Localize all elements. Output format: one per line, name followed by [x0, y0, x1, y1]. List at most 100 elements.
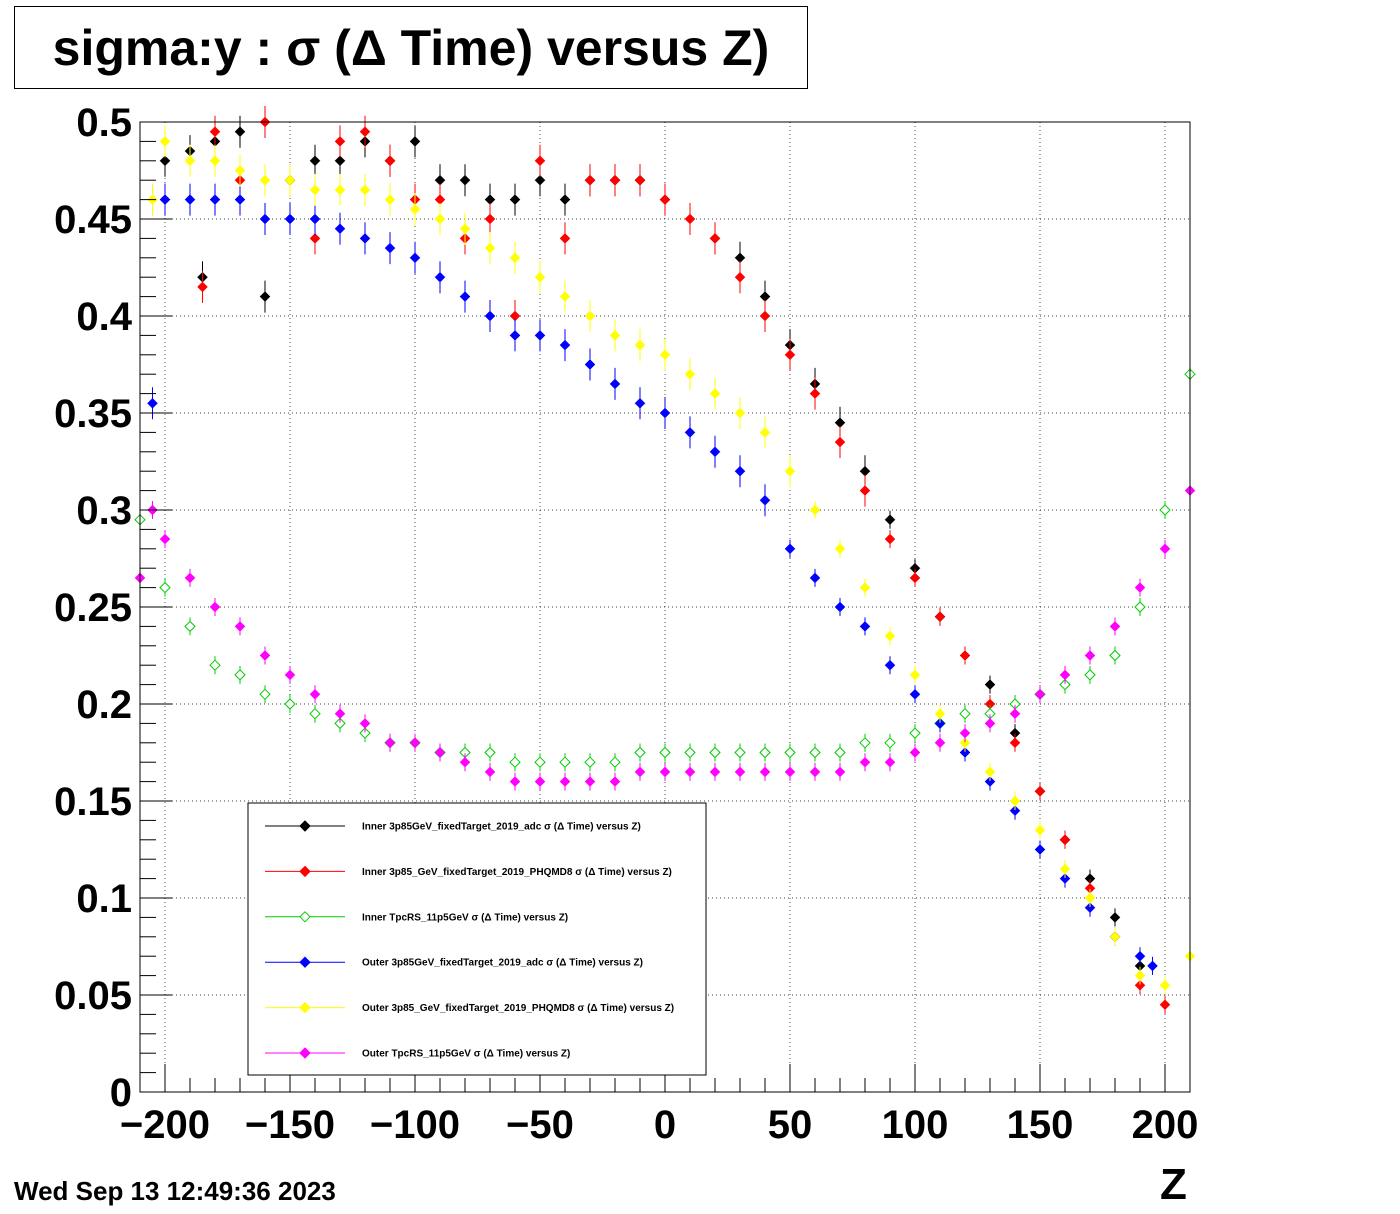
data-point — [259, 174, 271, 186]
data-point — [484, 213, 496, 225]
data-point — [909, 747, 921, 758]
legend: Inner 3p85GeV_fixedTarget_2019_adc σ (Δ … — [247, 802, 707, 1076]
y-tick-label: 0.5 — [76, 101, 132, 145]
data-point — [409, 136, 421, 147]
data-point — [184, 572, 196, 584]
data-point — [409, 737, 421, 749]
data-point — [759, 427, 771, 438]
y-tick-label: 0 — [110, 1071, 132, 1115]
data-point — [784, 465, 796, 477]
data-point — [434, 213, 446, 225]
title-box: sigma:y : σ (Δ Time) versus Z) — [14, 6, 808, 89]
data-point — [1134, 970, 1146, 981]
data-point — [709, 388, 721, 399]
data-point — [584, 174, 596, 186]
data-point — [484, 766, 496, 778]
data-point — [147, 397, 158, 409]
data-point — [809, 766, 821, 778]
data-point — [959, 707, 971, 720]
data-point — [509, 756, 521, 768]
data-point — [684, 746, 696, 759]
data-point — [359, 718, 371, 729]
data-point — [934, 718, 946, 729]
data-point — [709, 746, 721, 759]
data-point — [359, 126, 371, 138]
data-point — [859, 582, 871, 593]
data-point — [309, 233, 321, 244]
data-point — [1159, 504, 1171, 516]
x-tick-label: 200 — [1132, 1103, 1199, 1147]
data-point — [1059, 669, 1071, 681]
data-point — [634, 174, 646, 186]
data-point — [984, 679, 996, 690]
chart-title: sigma:y : σ (Δ Time) versus Z) — [52, 19, 770, 76]
data-point — [909, 572, 921, 584]
data-point — [1109, 649, 1121, 662]
data-point — [534, 756, 546, 768]
data-point — [734, 766, 746, 778]
data-layer — [134, 106, 1196, 1014]
data-point — [559, 776, 571, 787]
data-point — [384, 194, 396, 205]
data-point — [1009, 795, 1021, 807]
data-point — [909, 688, 921, 700]
data-point — [209, 194, 221, 205]
data-point — [1034, 824, 1046, 836]
data-point — [659, 194, 671, 205]
data-point — [559, 756, 571, 768]
data-point — [859, 756, 871, 768]
x-tick-label: −150 — [245, 1103, 335, 1147]
y-tick-label: 0.15 — [54, 780, 132, 824]
data-point — [159, 581, 171, 594]
data-point — [734, 271, 746, 283]
legend-marker — [299, 1001, 311, 1014]
data-point — [509, 252, 521, 264]
data-point — [609, 330, 621, 341]
data-point — [459, 756, 471, 768]
data-point — [184, 155, 196, 167]
legend-entry: Inner TpcRS_11p5GeV σ (Δ Time) versus Z) — [362, 912, 568, 923]
data-point — [834, 746, 846, 759]
data-point — [984, 718, 996, 729]
legend-marker — [299, 956, 311, 968]
legend-marker — [299, 865, 311, 878]
data-point — [1059, 678, 1071, 691]
legend-entry: Inner 3p85GeV_fixedTarget_2019_adc σ (Δ … — [362, 822, 641, 833]
data-point — [484, 746, 496, 759]
legend-marker — [299, 911, 311, 923]
data-point — [834, 436, 846, 448]
data-point — [1059, 863, 1071, 875]
data-point — [1147, 960, 1158, 972]
data-point — [809, 388, 821, 399]
data-point — [884, 533, 896, 545]
data-point — [1109, 621, 1121, 632]
data-point — [884, 659, 896, 671]
y-tick-label: 0.1 — [76, 877, 132, 921]
data-point — [909, 669, 921, 681]
data-point — [1109, 931, 1121, 943]
data-point — [884, 630, 896, 642]
data-point — [284, 174, 296, 186]
data-point — [984, 766, 996, 778]
data-point — [309, 707, 321, 720]
data-point — [784, 349, 796, 361]
x-tick-label: −200 — [120, 1103, 210, 1147]
data-point — [959, 737, 971, 749]
data-point — [509, 330, 521, 341]
data-point — [534, 271, 546, 283]
data-point — [384, 242, 396, 254]
data-point — [659, 766, 671, 778]
data-point — [234, 194, 246, 205]
legend-entry: Outer TpcRS_11p5GeV σ (Δ Time) versus Z) — [362, 1049, 570, 1060]
x-axis-label: Z — [1160, 1160, 1187, 1209]
data-point — [234, 669, 246, 681]
data-point — [809, 504, 821, 516]
data-point — [659, 407, 671, 419]
data-point — [1034, 785, 1046, 797]
data-point — [809, 572, 821, 584]
data-point — [1159, 543, 1171, 555]
x-tick-label: −50 — [506, 1103, 574, 1147]
data-point — [259, 688, 271, 701]
series-5 — [134, 474, 1196, 791]
data-point — [559, 291, 571, 302]
